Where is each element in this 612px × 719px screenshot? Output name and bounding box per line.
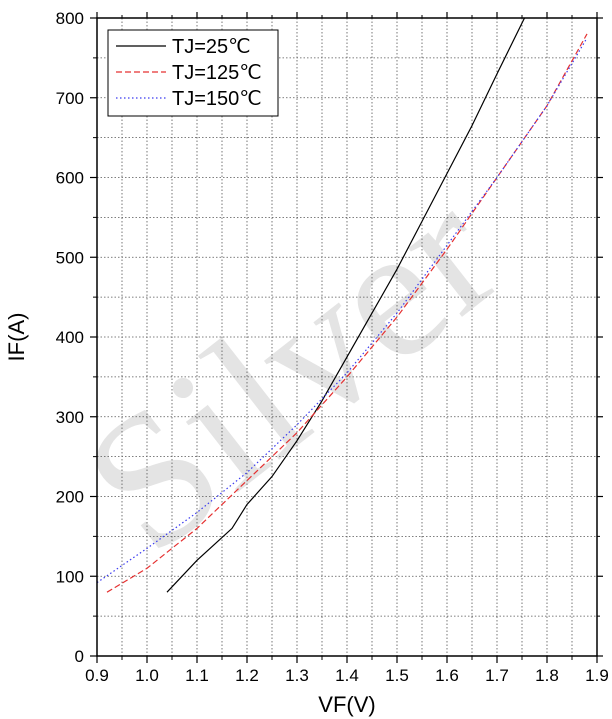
x-tick-label: 1.5: [385, 666, 409, 685]
series-line-0: [166, 17, 526, 593]
x-tick-label: 1.8: [535, 666, 559, 685]
y-tick-label: 400: [56, 328, 84, 347]
x-tick-label: 1.2: [235, 666, 259, 685]
legend: TJ=25℃ TJ=125℃ TJ=150℃: [107, 29, 279, 117]
x-tick-label: 1.1: [185, 666, 209, 685]
legend-label-1: TJ=125℃: [172, 62, 262, 84]
y-tick-label: 100: [56, 567, 84, 586]
y-tick-label: 600: [56, 169, 84, 188]
axes: [90, 12, 603, 663]
x-tick-label: 1.3: [285, 666, 309, 685]
y-tick-label: 200: [56, 488, 84, 507]
x-tick-label: 1.6: [435, 666, 459, 685]
x-tick-label: 1.7: [485, 666, 509, 685]
legend-label-2: TJ=150℃: [172, 88, 262, 110]
y-tick-label: 0: [75, 647, 84, 666]
legend-box: [107, 29, 279, 117]
x-tick-label: 1.9: [585, 666, 609, 685]
axis-labels: 0.9 1.0 1.1 1.2 1.3 1.4 1.5 1.6 1.7 1.8 1.9 0 100 200…: [4, 9, 609, 717]
y-tick-label: 500: [56, 248, 84, 267]
x-tick-label: 1.4: [335, 666, 359, 685]
y-tick-label: 700: [56, 89, 84, 108]
y-tick-label: 300: [56, 408, 84, 427]
legend-label-0: TJ=25℃: [172, 36, 251, 58]
y-tick-label: 800: [56, 9, 84, 28]
x-tick-label: 1.0: [135, 666, 159, 685]
series-lines: [96, 17, 588, 593]
y-axis-label: IF(A): [4, 313, 29, 362]
x-axis-label: VF(V): [318, 692, 375, 717]
x-tick-label: 0.9: [85, 666, 109, 685]
